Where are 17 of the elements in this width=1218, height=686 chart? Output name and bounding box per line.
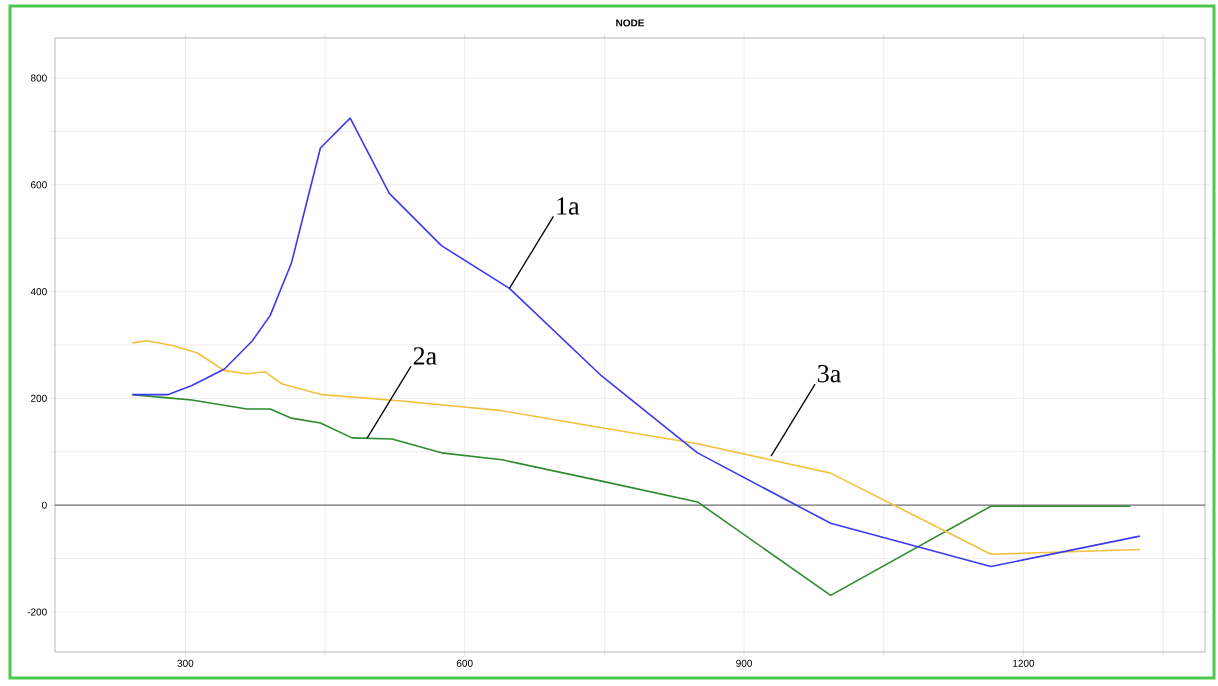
annotation: 2a <box>413 347 437 365</box>
chart-title: NODE <box>616 19 645 27</box>
x-tick-label: 600 <box>456 659 473 667</box>
annotation: 3a <box>817 364 841 383</box>
y-tick-label: -200 <box>27 608 47 616</box>
y-tick-label: 400 <box>30 288 47 296</box>
line-series <box>131 339 1141 556</box>
y-tick-label: 800 <box>30 74 47 82</box>
x-tick-label: 1200 <box>1013 659 1035 667</box>
line-series <box>131 393 1132 597</box>
x-tick-label: 300 <box>177 659 194 667</box>
y-tick-label: 200 <box>31 394 47 402</box>
line-series <box>131 117 1141 568</box>
x-tick-label: 900 <box>736 659 753 667</box>
y-tick-label: 0 <box>42 501 47 509</box>
y-tick-label: 600 <box>31 181 47 189</box>
annotation: 1a <box>557 197 580 215</box>
